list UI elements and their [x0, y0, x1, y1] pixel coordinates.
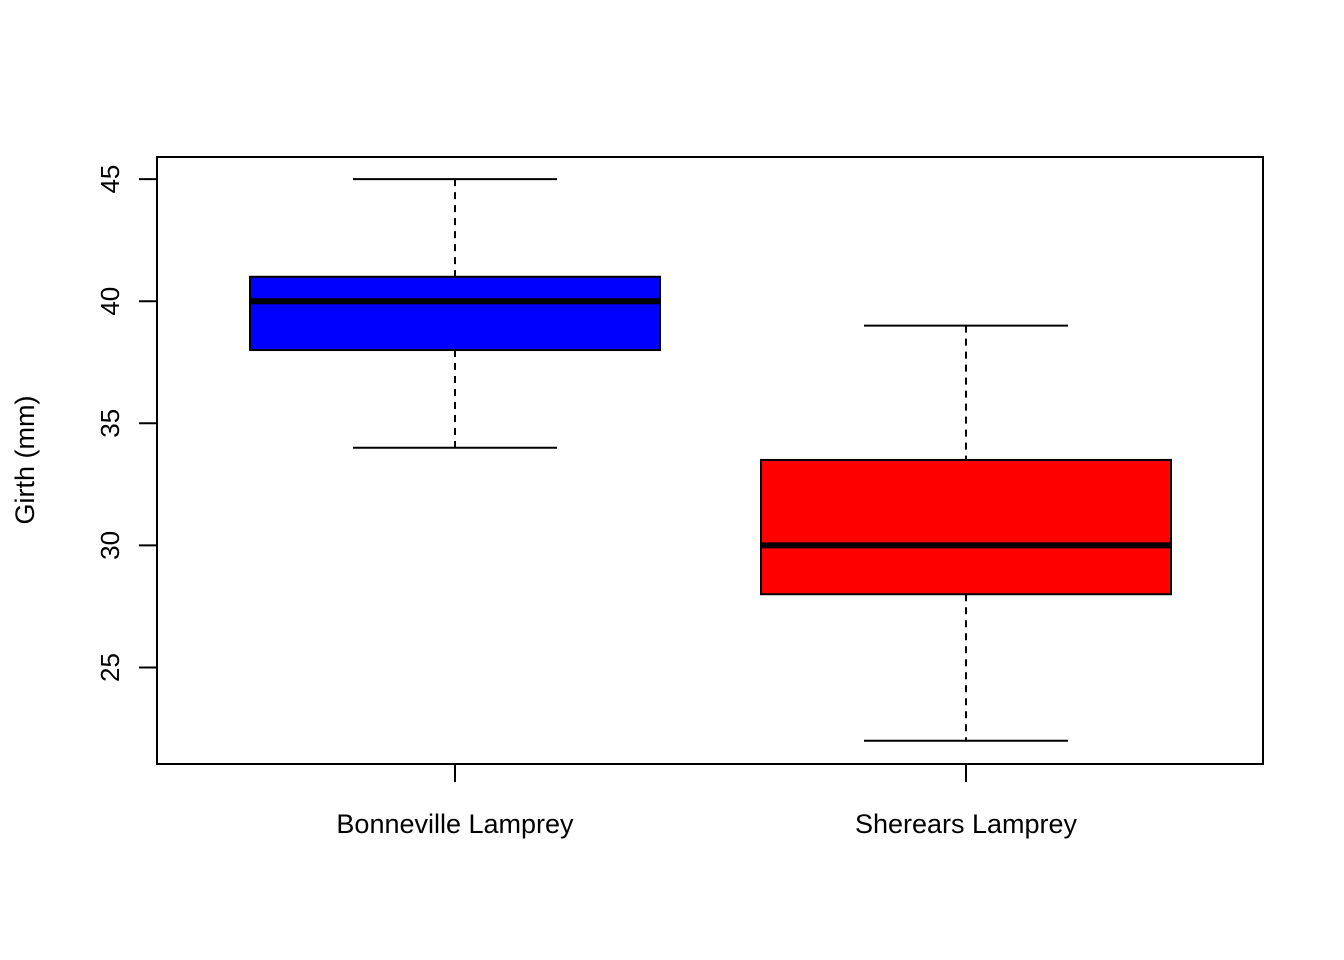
box-group: [249, 178, 661, 449]
y-tick-label: 45: [95, 165, 125, 194]
boxes: [249, 178, 1172, 742]
y-tick-label: 25: [95, 653, 125, 682]
x-category-label: Sherears Lamprey: [855, 809, 1078, 839]
y-axis: 25 30 35 40 45: [95, 165, 158, 682]
x-category-label: Bonneville Lamprey: [336, 809, 574, 839]
x-axis: Bonneville Lamprey Sherears Lamprey: [336, 764, 1078, 839]
box-group: [760, 324, 1172, 742]
y-axis-title: Girth (mm): [10, 396, 40, 525]
iqr-box: [249, 275, 661, 352]
y-tick-label: 40: [95, 287, 125, 316]
y-tick-label: 30: [95, 531, 125, 560]
y-tick-label: 35: [95, 409, 125, 438]
iqr-box: [760, 458, 1172, 596]
